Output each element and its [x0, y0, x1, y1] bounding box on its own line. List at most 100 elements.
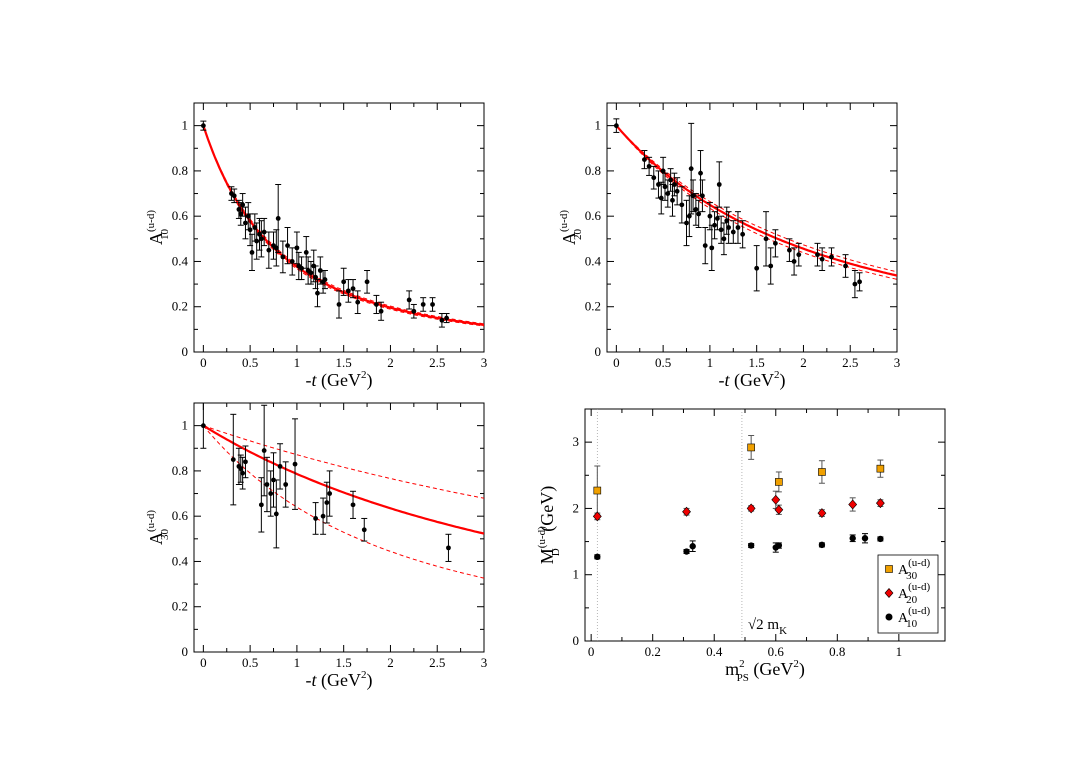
marker-circle — [320, 513, 326, 519]
data-point — [261, 217, 268, 247]
data-point — [746, 503, 756, 514]
marker-circle — [877, 535, 884, 543]
data-point — [303, 236, 310, 269]
data-point — [689, 540, 696, 553]
x-tick-label: 0 — [200, 655, 207, 670]
marker-circle — [430, 302, 435, 307]
data-point — [875, 498, 885, 509]
data-point — [849, 534, 856, 543]
x-tick-label: 0.4 — [706, 644, 723, 659]
marker-circle — [280, 254, 286, 260]
marker-circle — [660, 168, 666, 174]
data-point — [708, 224, 715, 272]
marker-circle — [273, 511, 279, 517]
marker-circle — [245, 213, 251, 219]
plot-area — [592, 409, 885, 641]
x-tick-label: 0.5 — [242, 355, 258, 370]
marker-circle — [243, 459, 248, 465]
marker-circle — [679, 202, 685, 208]
marker-circle — [707, 213, 713, 219]
y-axis-label: A(u-d)30 — [145, 510, 171, 545]
x-tick-label: 0.8 — [829, 644, 845, 659]
marker-circle — [444, 315, 449, 321]
data-point — [312, 265, 319, 290]
data-point — [662, 172, 668, 201]
marker-circle — [294, 245, 300, 251]
x-tick-label: 0 — [613, 355, 620, 370]
data-point — [273, 229, 280, 267]
marker-circle — [313, 516, 319, 521]
x-tick-label: 0.5 — [242, 655, 258, 670]
x-tick-label: 1 — [294, 655, 301, 670]
x-tick-label: 2.5 — [842, 355, 858, 370]
data-point — [851, 270, 858, 299]
data-point — [239, 193, 246, 217]
marker-circle — [254, 238, 260, 244]
data-point — [350, 279, 357, 299]
marker-square — [593, 486, 602, 495]
data-point — [592, 511, 602, 522]
series-square — [593, 435, 885, 516]
marker-circle — [299, 265, 304, 271]
y-tick-label: 0 — [595, 344, 602, 359]
marker-circle — [420, 302, 426, 307]
data-point — [683, 199, 690, 247]
data-point — [275, 183, 282, 253]
data-point — [775, 542, 783, 549]
marker-circle — [350, 502, 356, 508]
y-tick-label: 0.6 — [585, 208, 602, 223]
marker-circle — [411, 308, 417, 314]
marker-circle — [341, 279, 347, 285]
marker-circle — [264, 482, 270, 487]
marker-circle — [768, 263, 774, 269]
data-point — [818, 541, 826, 549]
marker-circle — [698, 170, 703, 176]
marker-circle — [240, 202, 246, 208]
data-point — [284, 227, 291, 265]
data-point — [265, 231, 272, 269]
marker-circle — [249, 250, 255, 255]
data-point — [231, 188, 238, 204]
marker-diamond — [817, 508, 827, 519]
data-point — [263, 456, 270, 513]
marker-circle — [364, 279, 370, 285]
marker-circle — [818, 541, 826, 549]
plot-frame — [193, 402, 485, 653]
marker-circle — [690, 193, 696, 199]
data-point — [747, 542, 755, 549]
x-tick-label: 3 — [894, 355, 901, 370]
marker-diamond — [774, 504, 784, 515]
data-point — [200, 120, 207, 131]
data-point — [842, 254, 849, 278]
marker-circle — [261, 229, 267, 235]
marker-circle — [268, 491, 274, 496]
y-tick-label: 0.2 — [172, 299, 188, 314]
marker-circle — [345, 288, 351, 294]
marker-circle — [266, 247, 272, 253]
data-point — [655, 170, 662, 199]
data-point — [298, 256, 305, 281]
marker-circle — [258, 502, 264, 508]
marker-square — [876, 464, 885, 473]
data-point — [239, 456, 246, 490]
data-point — [718, 215, 725, 244]
x-tick-label: 1.5 — [749, 355, 765, 370]
data-point — [445, 533, 452, 562]
marker-circle — [796, 252, 802, 258]
data-point — [230, 413, 237, 506]
marker-circle — [642, 157, 647, 162]
marker-circle — [374, 302, 379, 307]
marker-diamond — [771, 494, 781, 505]
marker-circle — [668, 177, 674, 183]
data-point — [443, 313, 450, 324]
marker-circle — [684, 220, 689, 226]
marker-circle — [200, 123, 206, 129]
data-point — [814, 242, 821, 267]
plot-area — [613, 118, 897, 299]
marker-circle — [327, 491, 333, 496]
marker-circle — [829, 254, 834, 260]
marker-circle — [740, 231, 746, 237]
marker-circle — [819, 256, 825, 262]
marker-circle — [315, 290, 320, 296]
y-tick-label: 0.6 — [172, 208, 189, 223]
